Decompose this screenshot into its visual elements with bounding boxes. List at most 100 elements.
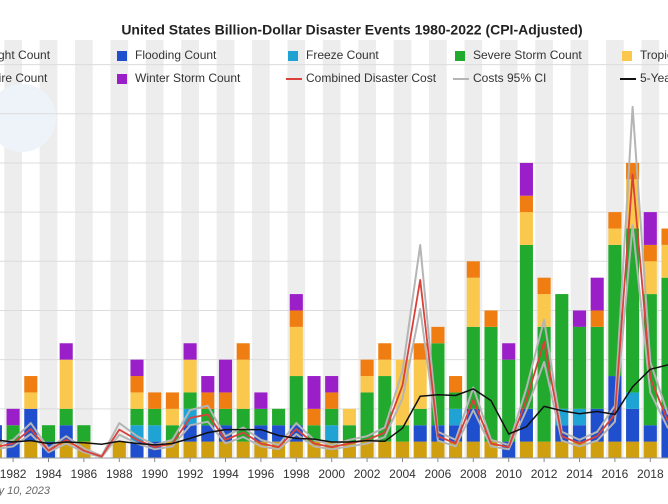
bar-segment <box>183 392 197 409</box>
bar-segment <box>236 359 250 409</box>
bar-segment <box>41 425 56 442</box>
x-tick-label: 1992 <box>177 467 204 481</box>
bar-segment <box>466 326 480 409</box>
bar-segment <box>325 376 339 393</box>
bar-segment <box>148 392 162 409</box>
bar-segment <box>519 195 533 213</box>
bar-segment <box>626 392 640 409</box>
bar-segment <box>590 326 604 409</box>
bar-segment <box>590 441 604 458</box>
bar-segment <box>218 392 233 409</box>
legend-label: Flooding Count <box>135 48 217 62</box>
bar-segment <box>254 408 268 426</box>
background-band <box>110 40 129 458</box>
x-tick-label: 2008 <box>460 467 487 481</box>
bar-segment <box>130 408 144 426</box>
bar-segment <box>289 441 303 458</box>
background-band <box>322 40 341 458</box>
legend-label: Wildfire Count <box>0 71 48 85</box>
bar-segment <box>555 294 569 409</box>
x-tick-label: 1982 <box>0 467 27 481</box>
bar-segment <box>325 392 339 409</box>
line <box>0 364 668 446</box>
bar-segment <box>395 441 410 458</box>
bar-segment <box>643 441 657 458</box>
ci-lower <box>0 224 668 459</box>
legend-label: Costs 95% CI <box>473 71 546 85</box>
bar-segment <box>254 392 268 409</box>
background-band <box>145 40 164 458</box>
x-tick-label: 2002 <box>354 467 381 481</box>
legend-swatch <box>455 51 465 61</box>
bar-segment <box>289 294 303 311</box>
bar-segment <box>449 376 463 393</box>
bar-segment <box>0 441 2 458</box>
bar-segment <box>272 425 286 442</box>
bar-segment <box>201 441 215 458</box>
legend-label: Severe Storm Count <box>473 48 582 62</box>
bar-segment <box>130 441 144 458</box>
x-tick-label: 2010 <box>495 467 522 481</box>
bar-segment <box>0 425 2 442</box>
bar-segment <box>342 408 356 426</box>
bar-segment <box>201 392 215 409</box>
bar-segment <box>183 408 197 426</box>
bar-segment <box>360 359 374 377</box>
bar-segment <box>307 376 321 409</box>
bar-segment <box>236 441 250 458</box>
bar-segment <box>236 343 250 360</box>
bar-segment <box>572 310 587 327</box>
chart-title: United States Billion-Dollar Disaster Ev… <box>121 22 582 38</box>
footnote: Updated: May 10, 2023 <box>0 485 51 497</box>
background-band <box>252 40 270 458</box>
bar-segment <box>413 425 427 442</box>
bar-segment <box>643 261 657 295</box>
bar-segment <box>183 441 197 458</box>
x-tick-label: 2016 <box>602 467 629 481</box>
bar-segment <box>537 441 551 458</box>
background-band <box>39 40 58 458</box>
ci-upper <box>0 105 668 457</box>
bar-segment <box>378 441 392 458</box>
bar-segment <box>431 441 445 458</box>
legend-label: Freeze Count <box>306 48 379 62</box>
bar-segment <box>661 277 668 409</box>
bar-segment <box>572 326 587 409</box>
bar-segment <box>130 359 144 377</box>
bar-segment <box>289 326 303 377</box>
bar-segment <box>555 441 569 458</box>
bar-segment <box>519 162 533 196</box>
bar-segment <box>378 343 392 360</box>
bar-segment <box>183 359 197 393</box>
bar-segment <box>289 310 303 327</box>
bar-segment <box>626 441 640 458</box>
bar-segment <box>218 359 233 393</box>
bar-segment <box>661 244 668 278</box>
bar-segment <box>643 244 657 262</box>
bar-segment <box>608 212 622 229</box>
bar-segment <box>572 408 587 426</box>
bar-segment <box>130 392 144 409</box>
x-tick-label: 1988 <box>106 467 133 481</box>
bar-segment <box>466 441 480 458</box>
bar-segment <box>59 359 73 409</box>
x-tick-label: 2012 <box>531 467 558 481</box>
bar-segment <box>413 343 427 360</box>
bar-segment <box>360 392 374 442</box>
bar-segment <box>183 343 197 360</box>
bar-segment <box>307 408 321 426</box>
bar-segment <box>6 408 20 426</box>
bar-segment <box>643 212 657 245</box>
bar-segment <box>378 359 392 377</box>
bar-segment <box>502 343 516 360</box>
bar-segment <box>466 261 480 278</box>
legend-swatch <box>117 51 127 61</box>
x-tick-label: 2014 <box>566 467 593 481</box>
background-band <box>358 40 376 458</box>
bar-segment <box>608 441 622 458</box>
bar-segment <box>484 310 498 327</box>
bar-segment <box>130 376 144 393</box>
bar-segment <box>608 228 622 245</box>
background-band <box>216 40 235 458</box>
